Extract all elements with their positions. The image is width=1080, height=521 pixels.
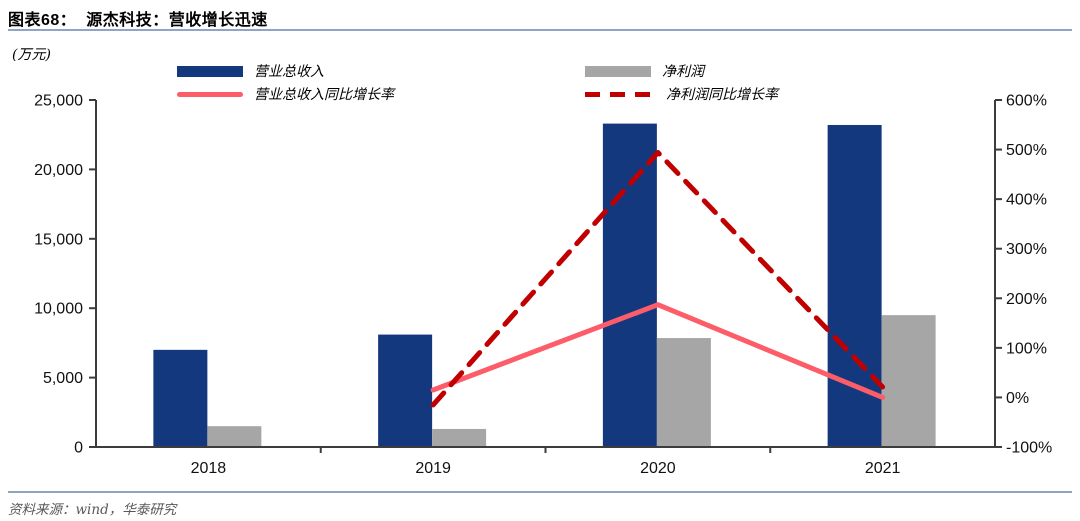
revenue-yoy-line-swatch-icon [177, 91, 243, 97]
right-axis-tick-label: 500% [1006, 142, 1047, 159]
bar-revenue-2021 [827, 124, 882, 447]
right-axis-tick-label: 300% [1006, 241, 1047, 258]
left-axis-tick-label: 10,000 [34, 301, 83, 318]
left-axis-tick-label: 25,000 [34, 93, 83, 110]
header-rule [8, 29, 1072, 31]
footer-rule [8, 491, 1072, 493]
right-axis-tick-label: -100% [1006, 440, 1052, 457]
legend-label: 净利润 [662, 64, 704, 80]
left-axis-tick-label: 0 [74, 440, 83, 457]
revenue-bar-swatch-icon [177, 65, 243, 77]
legend-label: 营业总收入 [254, 64, 324, 80]
right-axis-tick-label: 600% [1006, 93, 1047, 110]
figure-title: 图表68： 源杰科技：营收增长迅速 [8, 12, 268, 29]
bar-revenue-2019 [378, 334, 433, 447]
bar-revenue-2020 [602, 123, 657, 447]
net-profit-bar-swatch-icon [585, 65, 651, 77]
legend-item-revenue-yoy: 营业总收入同比增长率 [177, 86, 394, 103]
line-profit-yoy [430, 150, 886, 408]
right-axis-tick-label: 400% [1006, 192, 1047, 209]
legend-item-profit-yoy: 净利润同比增长率 [585, 86, 778, 103]
right-axis-tick-label: 100% [1006, 340, 1047, 357]
right-axis-tick-label: 0% [1006, 390, 1029, 407]
x-axis-tick-label: 2021 [865, 460, 901, 477]
legend-item-revenue: 营业总收入 [177, 63, 324, 80]
x-axis-tick-label: 2018 [191, 460, 227, 477]
x-axis-tick-label: 2019 [415, 460, 451, 477]
bar-net-profit-2020 [656, 338, 711, 447]
left-axis-tick-label: 20,000 [34, 162, 83, 179]
bar-net-profit-2019 [432, 428, 487, 447]
profit-yoy-dashed-swatch-icon [585, 91, 655, 97]
source-note: 资料来源：wind，华泰研究 [8, 502, 177, 518]
x-axis-tick-label: 2020 [640, 460, 676, 477]
bar-net-profit-2021 [881, 315, 936, 447]
left-axis-tick-label: 5,000 [43, 370, 83, 387]
bar-net-profit-2018 [207, 426, 262, 447]
line-revenue-yoy [430, 302, 886, 400]
legend-label: 营业总收入同比增长率 [254, 87, 394, 103]
bar-revenue-2018 [153, 349, 208, 447]
legend-item-net-profit: 净利润 [585, 63, 704, 80]
left-axis-tick-label: 15,000 [34, 231, 83, 248]
right-axis-tick-label: 200% [1006, 291, 1047, 308]
legend-label: 净利润同比增长率 [666, 87, 778, 103]
left-axis-unit-label: (万元) [12, 47, 51, 63]
